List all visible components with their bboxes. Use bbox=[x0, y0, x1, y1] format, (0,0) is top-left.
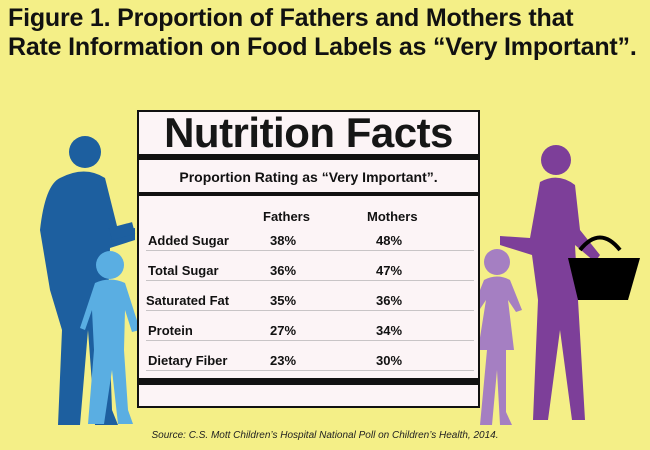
column-header-mothers: Mothers bbox=[367, 209, 418, 224]
divider bbox=[139, 154, 478, 160]
fathers-value: 36% bbox=[270, 263, 297, 278]
mothers-value: 30% bbox=[376, 353, 403, 368]
mothers-value: 34% bbox=[376, 323, 403, 338]
table-row: Saturated Fat 35% 36% bbox=[146, 284, 474, 311]
daughter-silhouette bbox=[472, 249, 522, 425]
row-label: Added Sugar bbox=[148, 233, 229, 248]
mothers-value: 48% bbox=[376, 233, 403, 248]
label-heading: Nutrition Facts bbox=[164, 109, 453, 156]
row-label: Saturated Fat bbox=[146, 293, 230, 308]
table-row: Total Sugar 36% 47% bbox=[146, 254, 474, 281]
row-label: Dietary Fiber bbox=[148, 353, 228, 368]
fathers-value: 38% bbox=[270, 233, 297, 248]
table-row: Protein 27% 34% bbox=[146, 314, 474, 341]
fathers-value: 35% bbox=[270, 293, 297, 308]
column-header-fathers: Fathers bbox=[263, 209, 310, 224]
fathers-value: 27% bbox=[270, 323, 297, 338]
table-subtitle: Proportion Rating as “Very Important”. bbox=[179, 169, 438, 185]
mothers-value: 47% bbox=[376, 263, 403, 278]
source-note: Source: C.S. Mott Children’s Hospital Na… bbox=[151, 430, 499, 441]
divider bbox=[139, 378, 478, 385]
father-silhouette bbox=[40, 136, 136, 425]
son-silhouette bbox=[80, 251, 140, 424]
row-label: Protein bbox=[148, 323, 193, 338]
title-line-2: Rate Information on Food Labels as “Very… bbox=[8, 33, 637, 61]
divider bbox=[139, 192, 478, 196]
table-row: Added Sugar 38% 48% bbox=[146, 224, 474, 251]
figure-title: Figure 1. Proportion of Fathers and Moth… bbox=[8, 4, 637, 62]
title-line-1: Figure 1. Proportion of Fathers and Moth… bbox=[8, 4, 574, 32]
fathers-value: 23% bbox=[270, 353, 297, 368]
nutrition-facts-label: Nutrition Facts Proportion Rating as “Ve… bbox=[137, 110, 480, 408]
row-label: Total Sugar bbox=[148, 263, 219, 278]
mother-silhouette bbox=[500, 145, 600, 420]
basket-icon bbox=[568, 235, 640, 300]
mothers-value: 36% bbox=[376, 293, 403, 308]
table-row: Dietary Fiber 23% 30% bbox=[146, 344, 474, 371]
